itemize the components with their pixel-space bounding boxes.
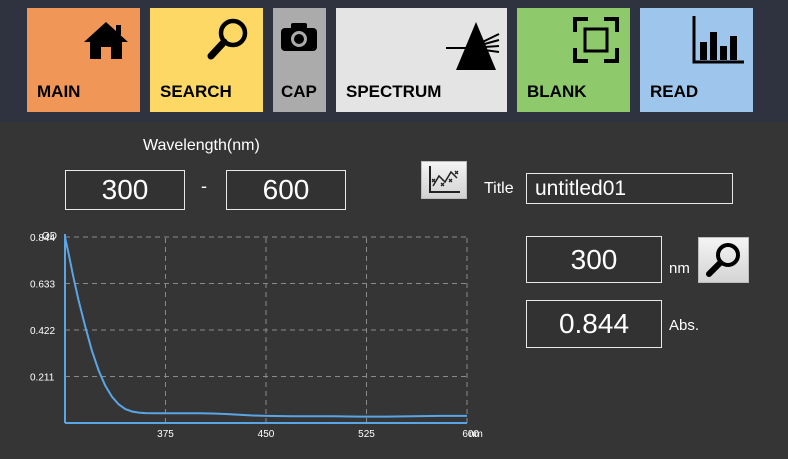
y-tick-label-3: 0.844 bbox=[30, 233, 55, 244]
y-axis-label: OD bbox=[42, 231, 57, 242]
title-label: Title bbox=[484, 180, 514, 197]
y-tick-label-1: 0.422 bbox=[30, 326, 55, 337]
wavelength-end-field[interactable]: 600 bbox=[226, 170, 346, 210]
x-tick-label-0: 375 bbox=[157, 429, 174, 440]
graph-view-button[interactable] bbox=[421, 161, 467, 199]
y-tick-label-0: 0.211 bbox=[30, 373, 55, 384]
wavelength-title: Wavelength(nm) bbox=[143, 137, 260, 154]
x-axis-unit: nm bbox=[469, 429, 483, 440]
spectrum-button[interactable]: SPECTRUM bbox=[336, 8, 507, 112]
title-input[interactable] bbox=[526, 173, 733, 204]
chart-grid bbox=[65, 236, 468, 423]
x-tick-label-2: 525 bbox=[358, 429, 375, 440]
spectrum-line-0 bbox=[64, 236, 467, 418]
search-button-label: SEARCH bbox=[160, 82, 232, 101]
wavelength-start-field[interactable]: 300 bbox=[65, 170, 185, 210]
home-icon bbox=[84, 22, 128, 59]
wavelength-readout: 300 bbox=[526, 236, 662, 283]
chart-series bbox=[64, 236, 467, 418]
abs-unit-label: Abs. bbox=[669, 317, 700, 334]
cap-button[interactable]: CAP bbox=[273, 8, 326, 112]
chart-labels: 0.211 0.422 0.633 0.844 375 450 525 600 OD nm bbox=[30, 231, 483, 440]
main-button-label: MAIN bbox=[37, 82, 81, 101]
search-button[interactable]: SEARCH bbox=[150, 8, 263, 112]
nm-unit-label: nm bbox=[669, 260, 690, 277]
prism-icon bbox=[446, 22, 500, 70]
camera-icon bbox=[281, 23, 317, 51]
x-tick-label-3: 600 bbox=[462, 429, 479, 440]
main-button[interactable]: MAIN bbox=[27, 8, 140, 112]
frame-corners-icon bbox=[573, 17, 619, 63]
blank-button-label: BLANK bbox=[527, 82, 587, 101]
bar-chart-icon bbox=[692, 16, 744, 64]
blank-button[interactable]: BLANK bbox=[517, 8, 630, 112]
cap-button-label: CAP bbox=[281, 82, 317, 101]
read-button-label: READ bbox=[650, 82, 699, 101]
find-wavelength-button[interactable] bbox=[698, 237, 749, 283]
line-graph-icon bbox=[429, 166, 460, 193]
top-navigation-bar: MAIN SEARCH CAP SPECTRUM bbox=[0, 0, 788, 122]
read-button[interactable]: READ bbox=[640, 8, 753, 112]
x-tick-label-1: 450 bbox=[258, 429, 275, 440]
wavelength-separator: - bbox=[201, 176, 207, 196]
chart-axes bbox=[64, 234, 467, 424]
y-tick-label-2: 0.633 bbox=[30, 280, 55, 291]
magnifier-icon bbox=[706, 243, 740, 277]
spectrum-button-label: SPECTRUM bbox=[346, 82, 442, 101]
magnifier-icon bbox=[207, 18, 248, 60]
absorbance-readout: 0.844 bbox=[526, 300, 662, 348]
spectrum-chart: 0.211 0.422 0.633 0.844 375 450 525 600 OD nm bbox=[30, 231, 483, 440]
